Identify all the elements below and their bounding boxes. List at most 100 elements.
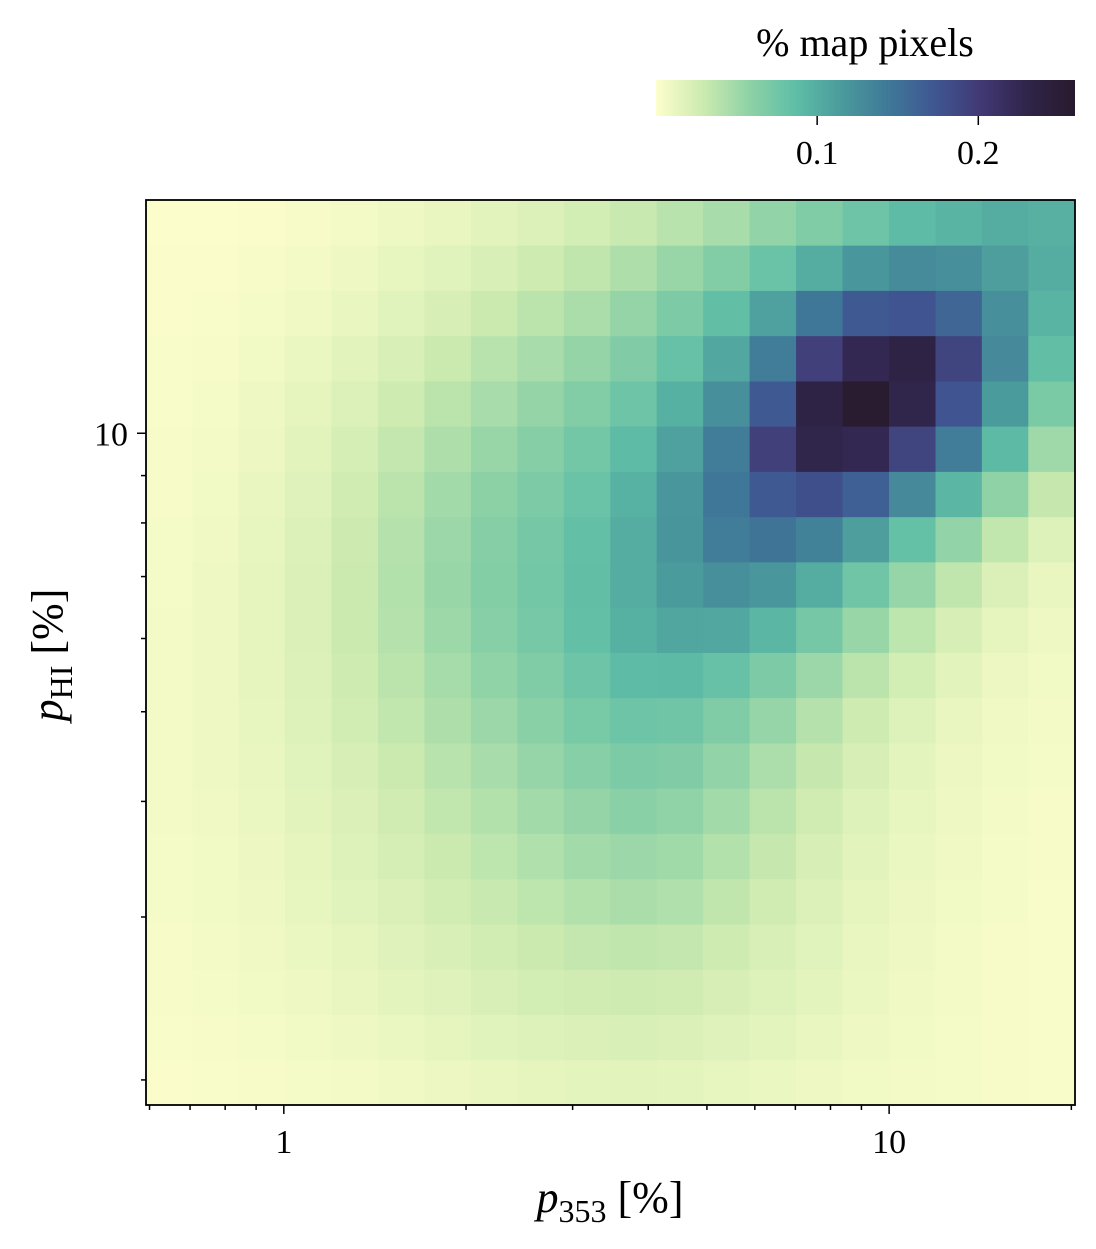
heatmap-cell (331, 290, 379, 337)
heatmap-cell (238, 607, 286, 653)
heatmap-cell (796, 742, 844, 789)
heatmap-cell (935, 833, 983, 880)
heatmap-cell (703, 471, 751, 518)
heatmap-cell (331, 878, 379, 925)
heatmap-cell (981, 561, 1029, 608)
heatmap-cell (192, 924, 240, 970)
heatmap-cell (424, 652, 472, 699)
heatmap-cell (284, 290, 333, 337)
heatmap-cell (796, 607, 844, 653)
heatmap-cell (842, 652, 890, 699)
heatmap-cell (935, 652, 983, 699)
heatmap-cell (238, 380, 286, 427)
heatmap-cell (331, 969, 379, 1015)
heatmap-cell (284, 426, 333, 472)
heatmap-cell (796, 516, 844, 563)
heatmap-cell (146, 200, 193, 246)
heatmap-cell (842, 471, 890, 518)
heatmap-cell (192, 561, 240, 608)
heatmap-cell (192, 245, 240, 291)
heatmap-cell (749, 788, 797, 834)
heatmap-cell (842, 290, 890, 337)
heatmap-cell (1028, 290, 1076, 337)
heatmap-cell (1028, 652, 1076, 699)
heatmap-cell (610, 652, 658, 699)
heatmap-cell (238, 426, 286, 472)
heatmap-cell (517, 245, 565, 291)
heatmap-cell (378, 833, 425, 880)
heatmap-cell (284, 788, 333, 834)
x-label-base: p (534, 1173, 559, 1222)
heatmap-cell (470, 742, 518, 789)
heatmap-cell (935, 1014, 983, 1061)
heatmap-cell (378, 200, 425, 246)
heatmap-cell (470, 788, 518, 834)
heatmap-cell (888, 516, 937, 563)
heatmap-cell (888, 924, 937, 970)
heatmap-cell (284, 200, 333, 246)
heatmap-cell (146, 924, 193, 970)
heatmap-cell (888, 200, 937, 246)
heatmap-cell (796, 652, 844, 699)
heatmap-cell (935, 290, 983, 337)
heatmap-cell (470, 245, 518, 291)
heatmap-cell (424, 380, 472, 427)
heatmap-cell (935, 969, 983, 1015)
heatmap-cell (378, 878, 425, 925)
heatmap-cell (192, 969, 240, 1015)
heatmap-cell (656, 1014, 704, 1061)
heatmap-cell (610, 1059, 658, 1106)
heatmap-cell (703, 788, 751, 834)
x-tick-label: 1 (275, 1124, 292, 1161)
heatmap-cell (378, 561, 425, 608)
heatmap-cell (238, 200, 286, 246)
heatmap-cell (656, 742, 704, 789)
heatmap-cell (656, 471, 704, 518)
heatmap-cell (610, 200, 658, 246)
heatmap-cell (935, 516, 983, 563)
heatmap-cell (888, 1014, 937, 1061)
heatmap-cell (656, 697, 704, 744)
heatmap-cell (378, 697, 425, 744)
heatmap-cell (284, 742, 333, 789)
heatmap-cell (610, 426, 658, 472)
heatmap-cell (842, 788, 890, 834)
heatmap-cell (703, 924, 751, 970)
heatmap-cell (610, 878, 658, 925)
heatmap-cell (146, 697, 193, 744)
heatmap-cell (192, 833, 240, 880)
heatmap-cell (656, 426, 704, 472)
heatmap-cell (284, 607, 333, 653)
heatmap-cell (656, 607, 704, 653)
heatmap-cell (146, 290, 193, 337)
heatmap-cell (935, 335, 983, 382)
heatmap-cell (888, 426, 937, 472)
heatmap-cell (796, 471, 844, 518)
heatmap-cell (1028, 788, 1076, 834)
heatmap-cell (1028, 335, 1076, 382)
heatmap-cell (470, 335, 518, 382)
heatmap-cell (1028, 969, 1076, 1015)
heatmap-cell (424, 516, 472, 563)
heatmap-cell (796, 245, 844, 291)
heatmap-cell (470, 878, 518, 925)
heatmap-cell (610, 516, 658, 563)
heatmap-cell (331, 607, 379, 653)
heatmap-cell (424, 833, 472, 880)
heatmap-cell (238, 697, 286, 744)
heatmap-cell (146, 245, 193, 291)
heatmap-cell (331, 426, 379, 472)
heatmap-cell (888, 833, 937, 880)
heatmap-cell (703, 426, 751, 472)
heatmap-cell (703, 878, 751, 925)
heatmap-cell (238, 471, 286, 518)
heatmap-cell (796, 878, 844, 925)
heatmap-cell (238, 788, 286, 834)
heatmap-cell (981, 335, 1029, 382)
heatmap-cell (656, 335, 704, 382)
heatmap-cell (238, 878, 286, 925)
heatmap-cell (470, 290, 518, 337)
heatmap-cell (146, 426, 193, 472)
heatmap-cell (331, 742, 379, 789)
heatmap-cell (284, 516, 333, 563)
